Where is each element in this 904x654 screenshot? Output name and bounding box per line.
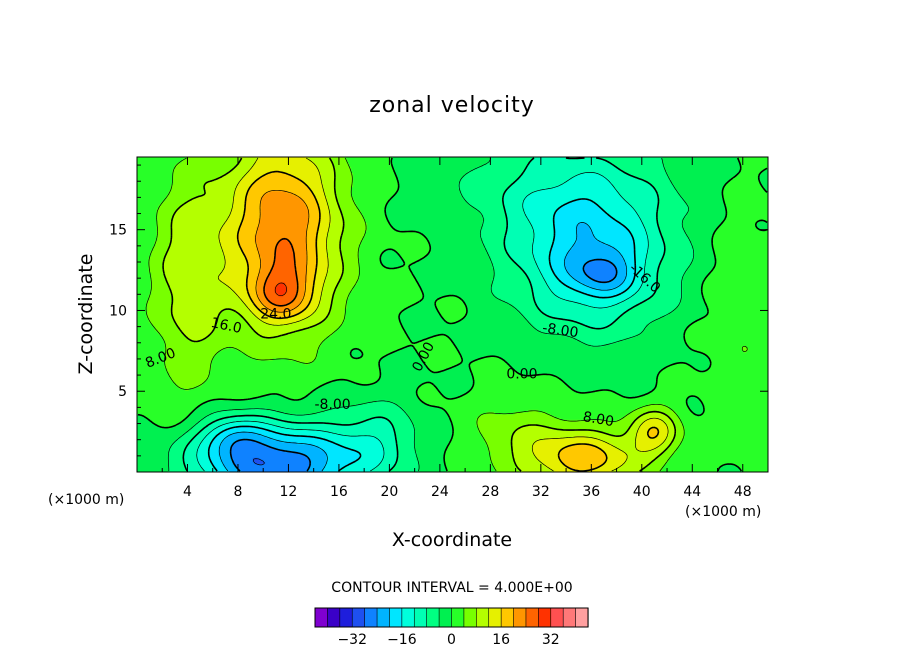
y-axis: 5 10 15: [109, 164, 768, 457]
contour-line: [263, 237, 299, 307]
colorbar-tick-label: 32: [542, 632, 560, 648]
contour-label: 8.00: [582, 409, 615, 430]
colorbar-band: [550, 607, 564, 628]
contour-line: [218, 222, 628, 472]
x-axis: 4 8 12 16 20 24 28 32 36 40 44 48: [161, 157, 752, 500]
contour-label: 0.00: [506, 366, 537, 382]
contour-line: [162, 157, 677, 472]
contour-field: [137, 157, 768, 472]
colorbar-ticks: −32 −16 0 16 32: [337, 632, 559, 648]
z-axis-unit: (×1000 m): [685, 504, 761, 520]
x-tick-label: 8: [233, 484, 242, 500]
y-tick-label: 5: [118, 384, 127, 400]
contour-label: 24.0: [260, 307, 291, 323]
colorbar-tick-label: 0: [447, 632, 456, 648]
contour-label: 16.0: [209, 315, 243, 337]
colorbar-band: [438, 607, 453, 628]
colorbar-band: [314, 607, 329, 628]
contour-line: [236, 170, 660, 472]
colorbar-tick-label: −16: [387, 632, 417, 648]
colorbar-band: [451, 607, 465, 628]
contour-fill-layer: [137, 157, 768, 472]
x-tick-label: 40: [633, 484, 651, 500]
x-tick-label: 48: [734, 484, 752, 500]
x-tick-label: 12: [280, 484, 298, 500]
colorbar-band: [351, 607, 366, 628]
colorbar-band: [575, 607, 589, 628]
contour-interval-text: CONTOUR INTERVAL = 4.000E+00: [331, 580, 572, 596]
colorbar-band: [401, 607, 415, 628]
contour-label: -8.00: [314, 397, 350, 413]
colorbar-band: [339, 607, 353, 628]
y-tick-label: 10: [109, 303, 127, 319]
x-tick-label: 16: [330, 484, 348, 500]
x-tick-label: 32: [532, 484, 550, 500]
contour-line: [207, 198, 637, 472]
contour-line: [182, 157, 666, 472]
x-tick-label: 28: [481, 484, 499, 500]
colorbar-band: [364, 607, 378, 628]
colorbar-band: [476, 607, 490, 628]
contour-line: [252, 458, 265, 466]
x-tick-label: 44: [683, 484, 701, 500]
contour-lines: [137, 157, 768, 472]
y-tick-label: 15: [109, 223, 127, 239]
x-tick-label: 24: [431, 484, 449, 500]
contour-line: [145, 157, 748, 472]
colorbar-tick-label: 16: [492, 632, 510, 648]
x-axis-unit: (×1000 m): [48, 492, 124, 508]
contour-label: -8.00: [541, 320, 579, 341]
colorbar: [314, 607, 589, 628]
colorbar-band: [463, 607, 477, 628]
colorbar-band: [538, 607, 552, 628]
chart-title: zonal velocity: [369, 93, 535, 118]
colorbar-band: [500, 607, 515, 628]
contour-line: [217, 157, 669, 472]
colorbar-band: [488, 607, 502, 628]
contour-line: [196, 171, 649, 472]
colorbar-band: [513, 607, 527, 628]
contour-line: [229, 258, 618, 472]
y-axis-label: Z-coordinate: [75, 254, 97, 375]
contour-line: [255, 189, 310, 313]
colorbar-band: [413, 607, 428, 628]
colorbar-band: [562, 607, 577, 628]
x-axis-label: X-coordinate: [392, 529, 512, 551]
contour-line: [137, 157, 768, 472]
x-tick-label: 20: [380, 484, 398, 500]
x-tick-label: 36: [582, 484, 600, 500]
contour-line: [274, 282, 287, 297]
colorbar-tick-label: −32: [337, 632, 367, 648]
colorbar-band: [525, 607, 539, 628]
x-tick-label: 4: [183, 484, 192, 500]
colorbar-band: [426, 607, 440, 628]
colorbar-band: [327, 607, 341, 628]
colorbar-frame: [314, 607, 589, 628]
colorbar-band: [389, 607, 403, 628]
colorbar-band: [376, 607, 391, 628]
plot-frame: [136, 156, 769, 473]
